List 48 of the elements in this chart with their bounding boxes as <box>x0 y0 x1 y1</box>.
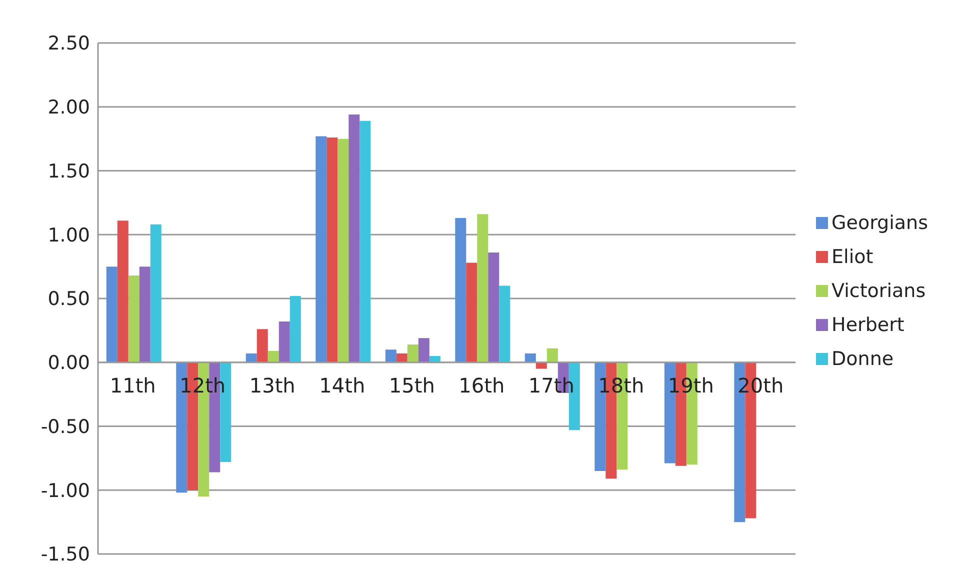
x-tick-label: 11th <box>110 373 156 398</box>
y-tick-label: -0.50 <box>40 416 90 438</box>
bar <box>546 348 558 362</box>
y-tick-label: 1.00 <box>48 224 90 246</box>
x-tick-label: 18th <box>598 373 644 398</box>
y-tick-label: -1.50 <box>40 544 90 566</box>
legend-label: Victorians <box>832 280 926 302</box>
x-tick-label: 14th <box>319 373 366 398</box>
bar <box>117 220 128 362</box>
bar <box>326 138 338 362</box>
bar <box>290 296 301 362</box>
bar <box>418 338 430 362</box>
bar <box>407 344 418 362</box>
bar <box>499 286 510 362</box>
bar <box>360 120 371 362</box>
y-tick-label: 2.50 <box>48 32 90 55</box>
bar <box>455 218 466 362</box>
bar <box>246 353 257 362</box>
legend-label: Herbert <box>832 314 904 336</box>
bar <box>268 350 279 362</box>
legend-label: Eliot <box>832 246 874 268</box>
bar <box>488 252 500 362</box>
bar <box>316 136 327 362</box>
x-tick-label: 13th <box>249 373 296 398</box>
bar <box>348 114 360 362</box>
y-tick-label: -1.00 <box>40 480 90 502</box>
bar <box>106 266 118 362</box>
bar <box>256 329 268 362</box>
y-tick-label: 2.00 <box>48 96 90 119</box>
bar <box>536 362 547 369</box>
y-tick-label: 1.50 <box>48 160 90 182</box>
bar <box>524 353 536 362</box>
bar <box>278 321 290 362</box>
x-tick-label: 15th <box>388 373 435 398</box>
bar <box>128 276 140 362</box>
x-tick-label: 16th <box>458 373 505 398</box>
bar <box>466 262 478 362</box>
x-tick-label: 19th <box>668 373 714 398</box>
bar <box>139 266 150 362</box>
y-tick-label: 0.50 <box>48 288 90 310</box>
legend-label: Georgians <box>832 212 928 234</box>
y-tick-label: 0.00 <box>48 352 90 374</box>
bar <box>338 138 349 362</box>
bar <box>150 224 162 362</box>
bar <box>477 214 488 362</box>
bar <box>385 350 396 362</box>
bar <box>396 353 408 362</box>
legend-label: Donne <box>832 348 894 370</box>
